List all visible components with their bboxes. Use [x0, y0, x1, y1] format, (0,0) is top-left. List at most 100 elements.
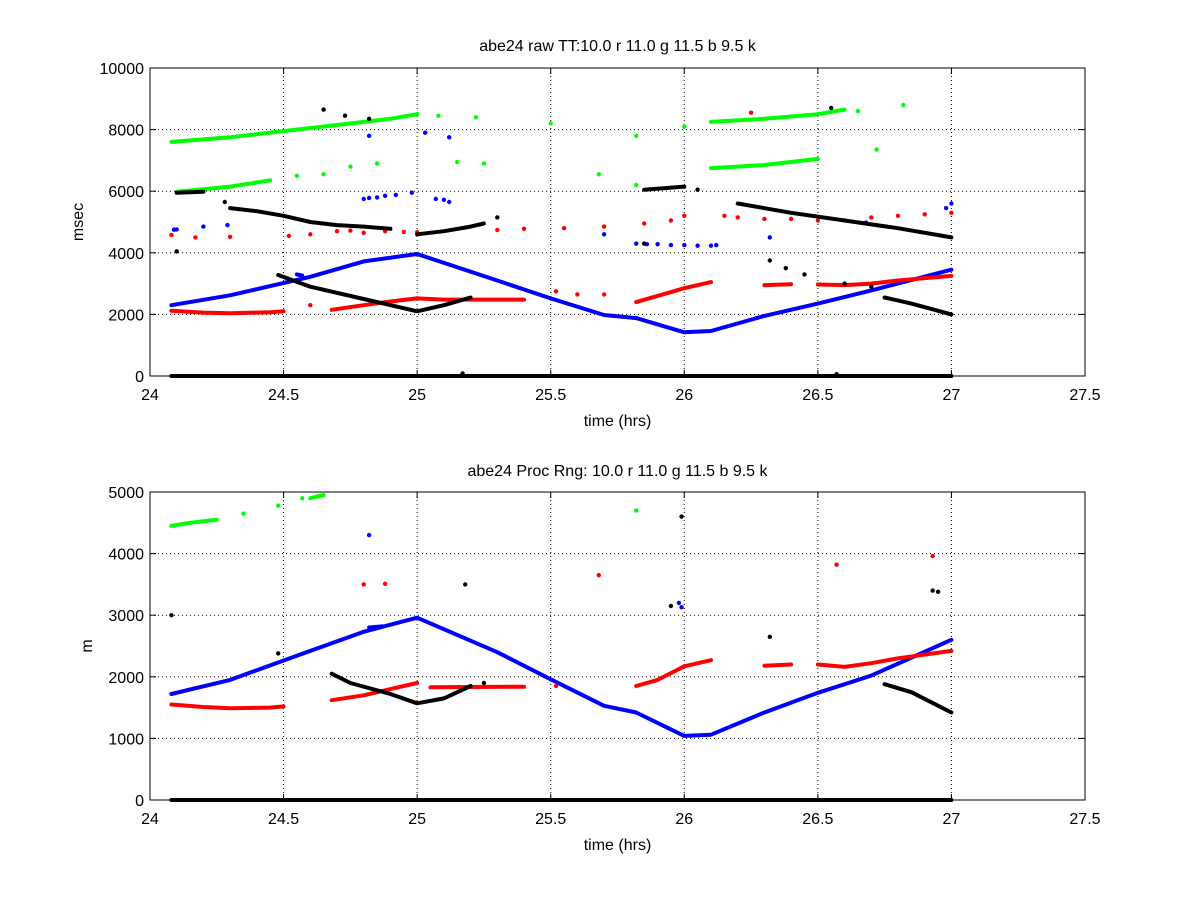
black-data-point [222, 199, 227, 205]
black-data-point [834, 372, 839, 377]
black-data-point [679, 514, 684, 519]
black-data-point [481, 680, 487, 686]
top-plot-x-tick-label: 24.5 [268, 387, 299, 404]
green-series-trace [169, 112, 420, 144]
bottom-plot-y-tick-label: 2000 [108, 670, 144, 687]
green-data-point [374, 161, 380, 166]
green-series-trace [709, 156, 820, 171]
black-data-point [668, 603, 674, 609]
blue-data-point [447, 199, 452, 205]
green-data-point [455, 159, 460, 165]
blue-data-point [433, 196, 438, 202]
red-data-point [361, 582, 366, 587]
red-data-point [382, 581, 388, 586]
black-data-point [802, 272, 807, 277]
red-series-trace [762, 662, 794, 668]
bottom-plot-x-tick-label: 25.5 [535, 811, 566, 828]
black-data-point [463, 582, 468, 587]
green-data-point [634, 133, 639, 138]
top-plot-x-tick-label: 24 [141, 387, 159, 404]
blue-data-point [374, 195, 380, 200]
black-series-trace [882, 682, 954, 715]
black-data-point [276, 651, 281, 656]
red-series-trace [329, 296, 446, 312]
black-data-point [460, 371, 465, 376]
red-data-point [722, 213, 727, 218]
top-plot-x-tick-label: 25.5 [535, 387, 566, 404]
green-data-point [901, 102, 906, 108]
bottom-plot-x-tick-label: 24 [141, 811, 159, 828]
red-data-point [834, 562, 839, 567]
blue-series-trace [367, 624, 385, 630]
black-data-point [869, 284, 874, 289]
top-plot-x-tick-label: 25 [408, 387, 426, 404]
blue-data-point [682, 242, 687, 248]
red-data-point [169, 232, 174, 238]
bottom-plot-x-tick-label: 26 [675, 811, 693, 828]
bottom-plot-y-axis-label: m [79, 639, 96, 652]
blue-data-point [679, 605, 684, 610]
black-series-trace [642, 184, 687, 192]
red-data-point [788, 216, 794, 222]
bottom-plot-y-tick-label: 0 [135, 793, 144, 810]
black-data-point [321, 107, 326, 112]
blue-data-point [361, 196, 366, 202]
black-data-point [642, 241, 647, 246]
green-data-point [414, 112, 420, 117]
top-plot-x-tick-label: 26 [675, 387, 693, 404]
red-data-point [553, 289, 559, 294]
bottom-plot-y-tick-label: 4000 [108, 547, 144, 564]
green-data-point [276, 503, 281, 508]
top-plot-title: abe24 raw TT:10.0 r 11.0 g 11.5 b 9.5 k [479, 38, 757, 55]
blue-data-point [676, 600, 682, 606]
red-data-point [601, 224, 607, 229]
blue-data-point [695, 243, 700, 248]
blue-data-point [714, 242, 719, 248]
top-plot: 24 24.5 25 25.5 26 26.5 27 27.5 0 2000 4000 6000 800… [70, 38, 1101, 430]
red-data-point [401, 229, 406, 235]
red-data-point [334, 229, 340, 234]
bottom-plot-y-tick-label: 3000 [108, 608, 144, 625]
red-data-point [308, 303, 313, 308]
green-data-point [294, 173, 300, 178]
blue-data-point [949, 201, 954, 206]
top-plot-x-tick-label: 26.5 [802, 387, 833, 404]
green-series-trace [709, 107, 847, 124]
top-plot-y-tick-label: 6000 [108, 184, 144, 201]
bottom-plot-area [149, 491, 1086, 801]
black-data-point [169, 613, 174, 618]
top-plot-y-tick-label: 10000 [100, 61, 145, 78]
red-series-trace [428, 684, 526, 690]
black-data-point [767, 258, 772, 263]
red-data-point [596, 573, 601, 578]
bottom-plot-data [169, 493, 954, 803]
green-data-point [241, 511, 246, 516]
black-data-point [930, 588, 935, 593]
bottom-plot-title: abe24 Proc Rng: 10.0 r 11.0 g 11.5 b 9.5… [467, 463, 768, 480]
red-data-point [735, 215, 740, 220]
blue-data-point [634, 241, 639, 246]
red-data-point [930, 553, 935, 559]
green-data-point [682, 124, 687, 129]
bottom-plot-x-tick-label: 25 [408, 811, 426, 828]
blue-data-point [382, 193, 388, 198]
red-data-point [895, 213, 901, 218]
green-data-point [634, 508, 639, 513]
black-data-point [495, 215, 500, 220]
top-plot-x-tick-label: 27.5 [1069, 387, 1100, 404]
top-plot-ticks: 24 24.5 25 25.5 26 26.5 27 27.5 0 2000 4000 6000 800… [100, 61, 1101, 404]
black-series-trace [228, 206, 393, 231]
bottom-plot: 24 24.5 25 25.5 26 26.5 27 27.5 0 1000 2000 3000 400… [79, 463, 1101, 854]
bottom-plot-x-tick-label: 27 [943, 811, 961, 828]
black-data-point [342, 113, 348, 118]
red-data-point [495, 227, 500, 233]
black-data-point [829, 105, 834, 111]
red-data-point [682, 213, 687, 218]
red-data-point [561, 226, 567, 231]
red-data-point [601, 292, 607, 297]
black-data-point [842, 281, 847, 286]
black-series-trace [329, 671, 473, 706]
bottom-plot-grid [150, 492, 1085, 800]
top-plot-y-tick-label: 8000 [108, 123, 144, 140]
